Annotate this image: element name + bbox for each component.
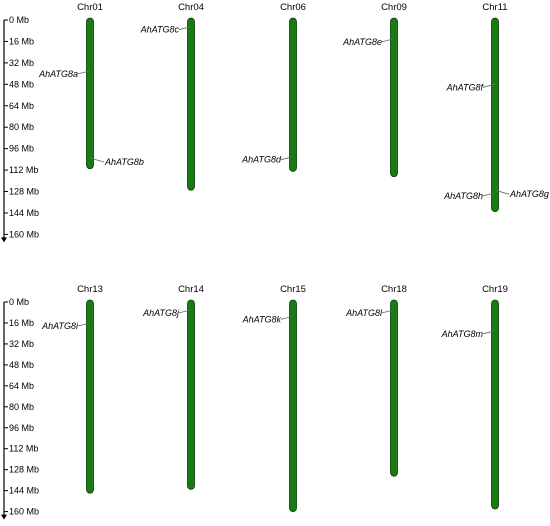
axis-tick-label: 16 Mb: [9, 318, 34, 328]
chromosome-chr14: Chr14 AhATG8j: [142, 284, 204, 490]
chromosome-label: Chr01: [77, 2, 103, 13]
gene-label: AhATG8a: [38, 69, 78, 79]
chromosome-chr13: Chr13 AhATG8i: [41, 284, 103, 494]
chromosome-label: Chr04: [178, 2, 204, 13]
chromosome-bar: [491, 17, 499, 213]
gene-connector: [280, 156, 294, 161]
panel-1: 0 Mb 16 Mb 32 Mb 48 Mb 64 Mb 80 Mb 96 Mb 112 Mb…: [1, 2, 549, 243]
gene-marker-ahatg8i: AhATG8i: [41, 321, 91, 331]
gene-connector: [482, 192, 496, 197]
gene-marker-ahatg8m: AhATG8m: [441, 329, 496, 339]
chromosome-label: Chr09: [381, 2, 407, 13]
gene-marker-ahatg8l: AhATG8l: [345, 308, 395, 318]
chromosome-bar: [187, 17, 195, 191]
chromosome-chr11: Chr11 AhATG8f AhATG8h AhATG8g: [443, 2, 549, 213]
axis-tick-label: 144 Mb: [9, 486, 39, 496]
axis-tick-label: 16 Mb: [9, 36, 34, 46]
axis-arrow-icon: [1, 514, 7, 520]
chromosome-bar: [86, 299, 94, 494]
axis-tick-label: 96 Mb: [9, 144, 34, 154]
panel-2: 0 Mb 16 Mb 32 Mb 48 Mb 64 Mb 80 Mb 96 Mb 112 Mb…: [1, 284, 508, 520]
gene-marker-ahatg8g: AhATG8g: [494, 189, 549, 199]
scale-axis: 0 Mb 16 Mb 32 Mb 48 Mb 64 Mb 80 Mb 96 Mb 112 Mb…: [1, 15, 39, 243]
chromosome-chr15: Chr15 AhATG8k: [242, 284, 306, 513]
gene-marker-ahatg8d: AhATG8d: [241, 155, 294, 165]
gene-marker-ahatg8h: AhATG8h: [443, 191, 496, 201]
gene-connector: [280, 316, 294, 320]
gene-marker-ahatg8j: AhATG8j: [142, 308, 192, 318]
gene-marker-ahatg8e: AhATG8e: [342, 37, 395, 47]
gene-label: AhATG8f: [446, 82, 485, 92]
chromosome-label: Chr13: [77, 284, 103, 295]
chromosome-label: Chr19: [482, 284, 508, 295]
chromosome-label: Chr15: [280, 284, 306, 295]
axis-tick-label: 48 Mb: [9, 360, 34, 370]
gene-label: AhATG8d: [241, 155, 282, 165]
gene-connector: [381, 38, 395, 43]
gene-marker-ahatg8a: AhATG8a: [38, 69, 91, 79]
chromosome-bar: [491, 299, 499, 510]
gene-connector: [77, 70, 91, 75]
axis-tick-label: 128 Mb: [9, 187, 39, 197]
gene-label: AhATG8l: [345, 308, 383, 318]
axis-tick-label: 96 Mb: [9, 423, 34, 433]
axis-tick-label: 112 Mb: [9, 165, 38, 175]
chromosome-chr19: Chr19 AhATG8m: [441, 284, 508, 510]
chromosome-label: Chr06: [280, 2, 306, 13]
chromosome-bar: [289, 17, 297, 172]
gene-label: AhATG8k: [242, 314, 282, 324]
gene-label: AhATG8e: [342, 37, 382, 47]
gene-marker-ahatg8k: AhATG8k: [242, 314, 294, 324]
gene-connector: [178, 309, 192, 314]
gene-label: AhATG8h: [443, 191, 483, 201]
gene-connector: [482, 83, 496, 88]
chromosome-chr01: Chr01 AhATG8a AhATG8b: [38, 2, 144, 170]
scale-axis: 0 Mb 16 Mb 32 Mb 48 Mb 64 Mb 80 Mb 96 Mb 112 Mb…: [1, 297, 39, 520]
axis-tick-label: 0 Mb: [9, 15, 29, 25]
chromosome-chr06: Chr06 AhATG8d: [241, 2, 306, 172]
axis-tick-label: 32 Mb: [9, 339, 34, 349]
chromosome-label: Chr18: [381, 284, 407, 295]
axis-tick-label: 160 Mb: [9, 507, 39, 517]
axis-tick-label: 112 Mb: [9, 444, 38, 454]
chromosome-chr18: Chr18 AhATG8l: [345, 284, 407, 477]
gene-marker-ahatg8c: AhATG8c: [140, 25, 192, 35]
axis-tick-label: 80 Mb: [9, 402, 34, 412]
axis-tick-label: 64 Mb: [9, 381, 34, 391]
gene-label: AhATG8g: [509, 189, 549, 199]
axis-tick-label: 32 Mb: [9, 58, 34, 68]
gene-connector: [494, 189, 510, 195]
axis-arrow-icon: [1, 237, 7, 243]
gene-connector: [77, 322, 91, 327]
chromosome-bar: [86, 17, 94, 170]
axis-tick-label: 144 Mb: [9, 208, 39, 218]
gene-label: AhATG8m: [441, 329, 484, 339]
axis-tick-label: 64 Mb: [9, 101, 34, 111]
chromosome-label: Chr14: [178, 284, 204, 295]
gene-label: AhATG8i: [41, 321, 79, 331]
gene-connector: [381, 309, 395, 314]
chromosome-label: Chr11: [482, 2, 507, 13]
axis-tick-label: 128 Mb: [9, 465, 39, 475]
gene-marker-ahatg8b: AhATG8b: [89, 157, 144, 167]
axis-tick-label: 48 Mb: [9, 79, 34, 89]
gene-label: AhATG8c: [140, 25, 180, 35]
gene-label: AhATG8j: [142, 308, 180, 318]
chromosome-chr04: Chr04 AhATG8c: [140, 2, 204, 191]
gene-connector: [482, 330, 496, 335]
gene-connector: [89, 157, 105, 163]
axis-tick-label: 0 Mb: [9, 297, 29, 307]
chromosome-bar: [390, 299, 398, 477]
axis-tick-label: 80 Mb: [9, 122, 34, 132]
chromosome-bar: [187, 299, 195, 490]
chromosome-bar: [390, 17, 398, 178]
chromosome-bar: [289, 299, 297, 513]
gene-label: AhATG8b: [104, 157, 144, 167]
gene-marker-ahatg8f: AhATG8f: [446, 82, 496, 92]
axis-tick-label: 160 Mb: [9, 229, 39, 239]
chromosome-chr09: Chr09 AhATG8e: [342, 2, 407, 178]
gene-connector: [178, 26, 192, 31]
